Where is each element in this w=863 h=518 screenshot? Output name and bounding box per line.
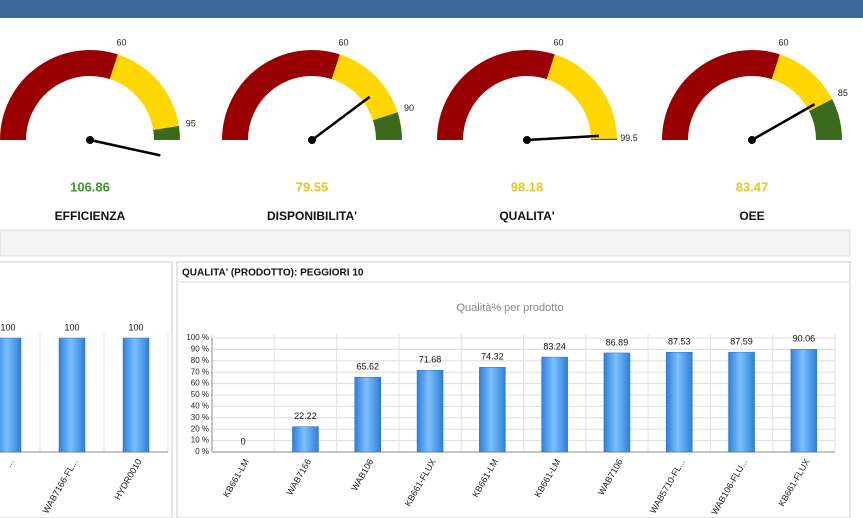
bar bbox=[728, 351, 755, 453]
data-label: 87.59 bbox=[730, 337, 753, 347]
data-label: 86.89 bbox=[606, 337, 629, 347]
gauge-band bbox=[0, 50, 118, 140]
gauge-tick-label: 60 bbox=[339, 37, 349, 47]
data-label: 71.68 bbox=[419, 355, 442, 365]
gauge-needle bbox=[526, 134, 599, 142]
data-label: 0 bbox=[241, 436, 246, 446]
data-label: 22.22 bbox=[294, 411, 317, 421]
y-tick-label: 100 % bbox=[186, 333, 209, 342]
gauge-value: 79.55 bbox=[296, 179, 329, 194]
y-tick-label: 80 % bbox=[191, 356, 209, 365]
bar bbox=[603, 352, 631, 453]
bar bbox=[479, 367, 506, 453]
gauge-tick-label: 60 bbox=[554, 37, 564, 47]
gauge-hub bbox=[523, 136, 531, 144]
y-tick-label: 40 % bbox=[191, 402, 209, 411]
data-label: 100 bbox=[128, 322, 143, 332]
bar bbox=[790, 349, 818, 453]
y-tick-label: 70 % bbox=[191, 367, 209, 376]
gauge-band bbox=[662, 50, 780, 141]
bar bbox=[354, 376, 381, 453]
gauge-band bbox=[546, 54, 617, 139]
gauge-needle bbox=[89, 138, 161, 157]
gauge-band bbox=[809, 99, 842, 140]
gauge-band bbox=[372, 112, 402, 140]
y-tick-label: 0 % bbox=[195, 447, 209, 456]
x-tick-label: ... bbox=[3, 457, 15, 469]
y-tick-label: 10 % bbox=[191, 436, 209, 445]
gauge-tick-label: 90 bbox=[404, 103, 414, 113]
gauge-hub bbox=[308, 136, 316, 144]
y-tick-label: 30 % bbox=[191, 413, 209, 422]
gauge-title: OEE bbox=[739, 209, 764, 223]
gauge-band bbox=[331, 54, 398, 121]
bar bbox=[0, 337, 22, 453]
gauge-needle bbox=[751, 103, 816, 142]
gauge-tick-label: 99.5 bbox=[620, 133, 638, 143]
y-tick-label: 90 % bbox=[191, 345, 209, 354]
gauge-value: 106.86 bbox=[70, 179, 110, 194]
bar bbox=[541, 356, 568, 453]
gauge-title: DISPONIBILITA' bbox=[267, 209, 357, 223]
gauge-hub bbox=[86, 136, 94, 144]
y-tick-label: 50 % bbox=[191, 390, 209, 399]
separator bbox=[0, 229, 851, 257]
bar bbox=[292, 426, 319, 453]
top-bar bbox=[0, 0, 863, 18]
y-tick-label: 20 % bbox=[191, 424, 209, 433]
bar bbox=[122, 337, 150, 453]
gauge-tick-label: 60 bbox=[117, 37, 127, 47]
gauge-tick-label: 95 bbox=[186, 118, 196, 128]
bar bbox=[416, 370, 444, 453]
gauge-needle bbox=[311, 95, 371, 142]
gauge-title: QUALITA' bbox=[499, 209, 554, 223]
data-label: 65.62 bbox=[356, 362, 379, 372]
gauge-title: EFFICIENZA bbox=[55, 209, 126, 223]
y-tick-label: 60 % bbox=[191, 379, 209, 388]
gauge-band bbox=[771, 54, 833, 111]
data-label: 100 bbox=[64, 322, 79, 332]
panel-title: QUALITA' (PRODOTTO): PEGGIORI 10 bbox=[182, 268, 364, 279]
data-label: 90.06 bbox=[793, 334, 816, 344]
chart-title: Qualità% per prodotto bbox=[456, 302, 563, 314]
gauge-band bbox=[153, 125, 180, 140]
data-label: 74.32 bbox=[481, 352, 504, 362]
gauge-tick-label: 85 bbox=[838, 88, 848, 98]
data-label: 87.53 bbox=[668, 337, 691, 347]
gauge-tick-label: 60 bbox=[779, 37, 789, 47]
data-label: 100 bbox=[0, 322, 15, 332]
data-label: 83.24 bbox=[543, 341, 566, 351]
gauge-value: 98.18 bbox=[511, 179, 544, 194]
gauge-band bbox=[437, 50, 555, 141]
bar bbox=[58, 337, 86, 453]
gauge-value: 83.47 bbox=[736, 179, 769, 194]
gauge-band bbox=[109, 54, 179, 130]
gauge-band bbox=[222, 50, 340, 141]
bar bbox=[666, 351, 693, 453]
gauge-band bbox=[590, 138, 617, 140]
gauge-hub bbox=[748, 136, 756, 144]
